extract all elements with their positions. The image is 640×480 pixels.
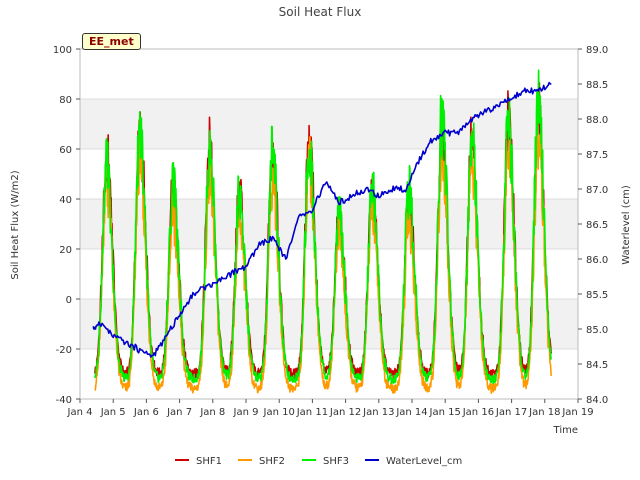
band (80, 199, 578, 249)
band (80, 99, 578, 149)
x-tick-label: Jan 11 (296, 407, 328, 418)
site-badge: EE_met (82, 33, 141, 50)
y-tick-label: 100 (53, 45, 72, 56)
y2-tick-label: 87.5 (586, 150, 608, 161)
y-tick-label: -40 (56, 395, 72, 406)
x-axis-label: Time (553, 425, 578, 436)
legend: SHF1 SHF2 SHF3 WaterLevel_cm (175, 456, 462, 467)
y2-tick-label: 88.5 (586, 80, 608, 91)
x-tick-label: Jan 7 (166, 407, 192, 418)
y-axis-left: -40 -20 0 20 40 60 80 100 (53, 45, 80, 406)
y2-tick-label: 89.0 (586, 45, 608, 56)
y2-tick-label: 85.5 (586, 290, 608, 301)
x-tick-label: Jan 9 (233, 407, 259, 418)
x-tick-label: Jan 6 (133, 407, 159, 418)
series-lines (92, 69, 553, 394)
legend-label: WaterLevel_cm (386, 456, 462, 467)
band (80, 249, 578, 299)
band (80, 149, 578, 199)
x-tick-label: Jan 15 (429, 407, 461, 418)
band (80, 49, 578, 99)
y2-tick-label: 85.0 (586, 325, 608, 336)
x-tick-label: Jan 18 (528, 407, 560, 418)
chart-title: Soil Heat Flux (279, 5, 362, 19)
y-axis-right: 84.0 84.5 85.0 85.5 86.0 86.5 87.0 87.5 88.0 88.5… (578, 45, 608, 406)
band (80, 299, 578, 349)
x-tick-label: Jan 4 (67, 407, 93, 418)
y2-axis-label: Waterlevel (cm) (621, 185, 632, 265)
y-tick-label: 40 (59, 195, 72, 206)
legend-label: SHF3 (323, 456, 349, 467)
y2-tick-label: 87.0 (586, 185, 608, 196)
y-tick-label: -20 (56, 345, 72, 356)
y-tick-label: 0 (66, 295, 72, 306)
series-waterlevel (92, 81, 552, 358)
x-tick-label: Jan 13 (362, 407, 394, 418)
x-tick-label: Jan 17 (495, 407, 527, 418)
y-tick-label: 60 (59, 145, 72, 156)
x-tick-label: Jan 16 (462, 407, 494, 418)
x-tick-label: Jan 19 (561, 407, 593, 418)
legend-label: SHF1 (196, 456, 222, 467)
y-tick-label: 20 (59, 245, 72, 256)
y2-tick-label: 84.0 (586, 395, 608, 406)
y2-tick-label: 86.5 (586, 220, 608, 231)
x-tick-label: Jan 12 (329, 407, 361, 418)
y-tick-label: 80 (59, 95, 72, 106)
y2-tick-label: 86.0 (586, 255, 608, 266)
x-axis: Jan 4 Jan 5 Jan 6 Jan 7 Jan 8 Jan 9 Jan 10 Jan … (67, 399, 594, 418)
y2-tick-label: 88.0 (586, 115, 608, 126)
y-axis-label: Soil Heat Flux (W/m2) (10, 170, 21, 279)
legend-label: SHF2 (259, 456, 285, 467)
series-shf3 (94, 69, 553, 385)
x-tick-label: Jan 10 (263, 407, 295, 418)
x-tick-label: Jan 5 (100, 407, 126, 418)
background-bands (80, 49, 578, 399)
x-tick-label: Jan 8 (199, 407, 225, 418)
y2-tick-label: 84.5 (586, 360, 608, 371)
x-tick-label: Jan 14 (395, 407, 427, 418)
